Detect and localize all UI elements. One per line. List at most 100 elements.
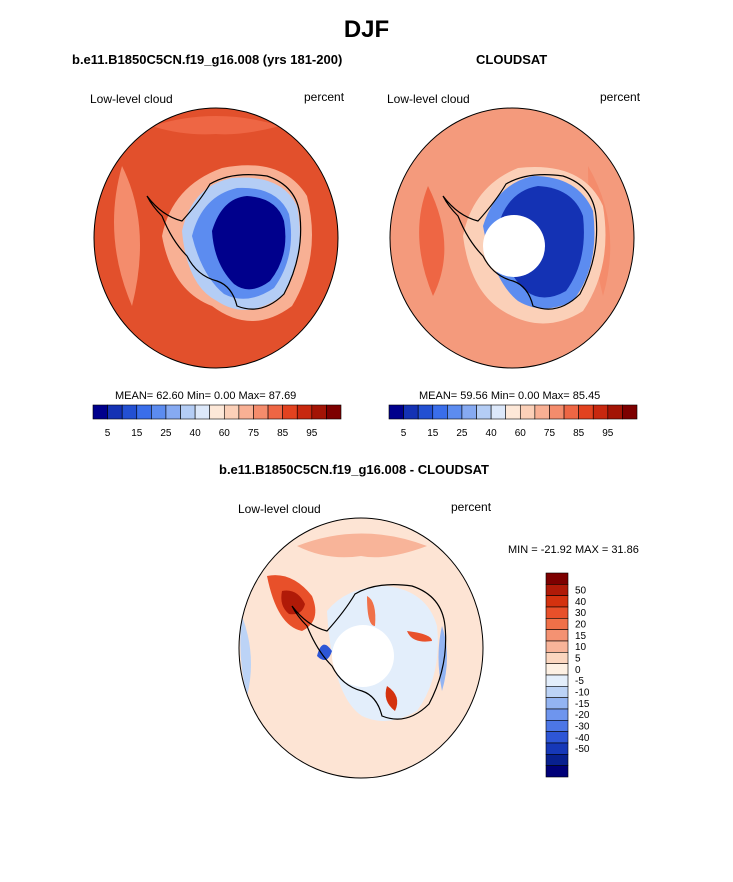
left-panel-units-label: percent [304,90,345,104]
left-panel-title: b.e11.B1850C5CN.f19_g16.008 (yrs 181-200… [72,52,343,67]
diff-colorbar-tick-label: -15 [575,699,590,710]
diff-map-negative-spot [317,644,332,660]
left-colorbar-box [180,404,196,420]
left-colorbar-boxes [92,404,342,420]
right-colorbar-tick-label: 75 [544,428,556,439]
left-colorbar-box [107,404,123,420]
left-colorbar-tick-label: 75 [248,428,260,439]
left-colorbar-box [267,404,283,420]
right-colorbar-box [607,404,623,420]
left-map-ocean-north-band [152,116,280,135]
right-panel-stats: MEAN= 59.56 Min= 0.00 Max= 85.45 [419,390,601,402]
diff-panel-units-label: percent [451,500,492,514]
right-colorbar-tick-label: 15 [427,428,439,439]
right-colorbar-tick-label: 60 [515,428,527,439]
diff-map-frame [238,517,484,779]
diff-map-interior-positive [367,596,376,626]
diff-panel-stats: MIN = -21.92 MAX = 31.86 [508,544,639,556]
diff-colorbar-box [545,618,569,630]
right-colorbar-box [461,404,477,420]
right-colorbar-box [622,404,638,420]
right-colorbar: 5 15 25 40 60 75 85 95 [388,404,638,439]
diff-colorbar-tick-label: -40 [575,733,590,744]
left-colorbar-box [282,404,298,420]
right-colorbar-ticks: 5 15 25 40 60 75 85 95 [401,428,614,439]
diff-colorbar-box [545,754,569,766]
left-map-frame [93,107,339,369]
diff-colorbar-box [545,572,569,585]
diff-colorbar-box [545,686,569,698]
left-colorbar-box [151,404,167,420]
diff-colorbar-box [545,674,569,687]
diff-map-east-positive [407,631,432,642]
right-panel-title: CLOUDSAT [476,52,548,67]
right-colorbar-box [578,404,594,420]
diff-colorbar-box [545,652,569,664]
right-colorbar-box [476,404,492,420]
right-colorbar-box [505,404,521,420]
diff-map-west-strong-positive [281,590,305,615]
diff-map-north-positive [297,533,427,558]
left-colorbar-tick-label: 5 [105,428,111,439]
diff-colorbar-tick-label: 5 [575,654,581,665]
right-colorbar-box [447,404,463,420]
right-colorbar-box [549,404,565,420]
right-panel-units-label: percent [600,90,641,104]
diff-colorbar-tick-label: 15 [575,631,587,642]
right-panel-variable-label: Low-level cloud [387,92,470,106]
right-colorbar-box [417,404,434,420]
diff-map-coastline [291,584,447,720]
diff-colorbar-box [545,720,569,732]
diff-colorbar-tick-label: -10 [575,688,590,699]
left-map-coastline [146,174,302,310]
diff-panel-title: b.e11.B1850C5CN.f19_g16.008 - CLOUDSAT [219,462,489,477]
right-map-frame [389,107,635,369]
left-colorbar-box [253,404,269,420]
right-colorbar-box [403,404,419,420]
right-colorbar-box [592,404,609,420]
diff-map-missing-hole [332,625,394,687]
figure-title: DJF [343,16,390,43]
diff-colorbar-boxes [545,572,569,778]
diff-colorbar-tick-label: 0 [575,665,581,676]
right-map-coastline [442,174,598,310]
diff-map-south-positive [385,686,398,711]
left-colorbar-box [136,404,152,420]
right-map-ocean-west-band [419,186,445,296]
right-colorbar-box [432,404,448,420]
diff-colorbar-tick-label: -50 [575,744,590,755]
left-colorbar-box [238,404,254,420]
right-colorbar-box [519,404,536,420]
left-colorbar-box [223,404,240,420]
left-colorbar-box [209,404,225,420]
left-colorbar-tick-label: 85 [277,428,289,439]
diff-colorbar-box [545,731,569,744]
diff-colorbar-box [545,584,569,596]
left-colorbar-box [326,404,342,420]
diff-colorbar-tick-label: 50 [575,586,587,597]
diff-panel-variable-label: Low-level cloud [238,502,321,516]
diff-colorbar-tick-label: -5 [575,676,584,687]
diff-colorbar-box [545,697,569,710]
right-colorbar-box [563,404,579,420]
diff-colorbar-box [545,606,569,619]
diff-colorbar-tick-label: -20 [575,710,590,721]
diff-colorbar-tick-label: 30 [575,608,587,619]
left-colorbar-box [311,404,327,420]
right-map-missing-hole [483,215,545,277]
diff-colorbar-box [545,742,569,755]
right-colorbar-tick-label: 85 [573,428,585,439]
right-colorbar-box [534,404,550,420]
left-panel-variable-label: Low-level cloud [90,92,173,106]
left-colorbar-box [165,404,181,420]
diff-colorbar-box [545,640,569,653]
diff-colorbar-tick-label: 10 [575,642,587,653]
left-map-ice-deep [212,196,286,290]
diff-colorbar-box [545,708,569,721]
left-colorbar-tick-label: 95 [306,428,318,439]
right-colorbar-tick-label: 5 [401,428,407,439]
left-colorbar-tick-label: 60 [219,428,231,439]
right-colorbar-tick-label: 95 [602,428,614,439]
